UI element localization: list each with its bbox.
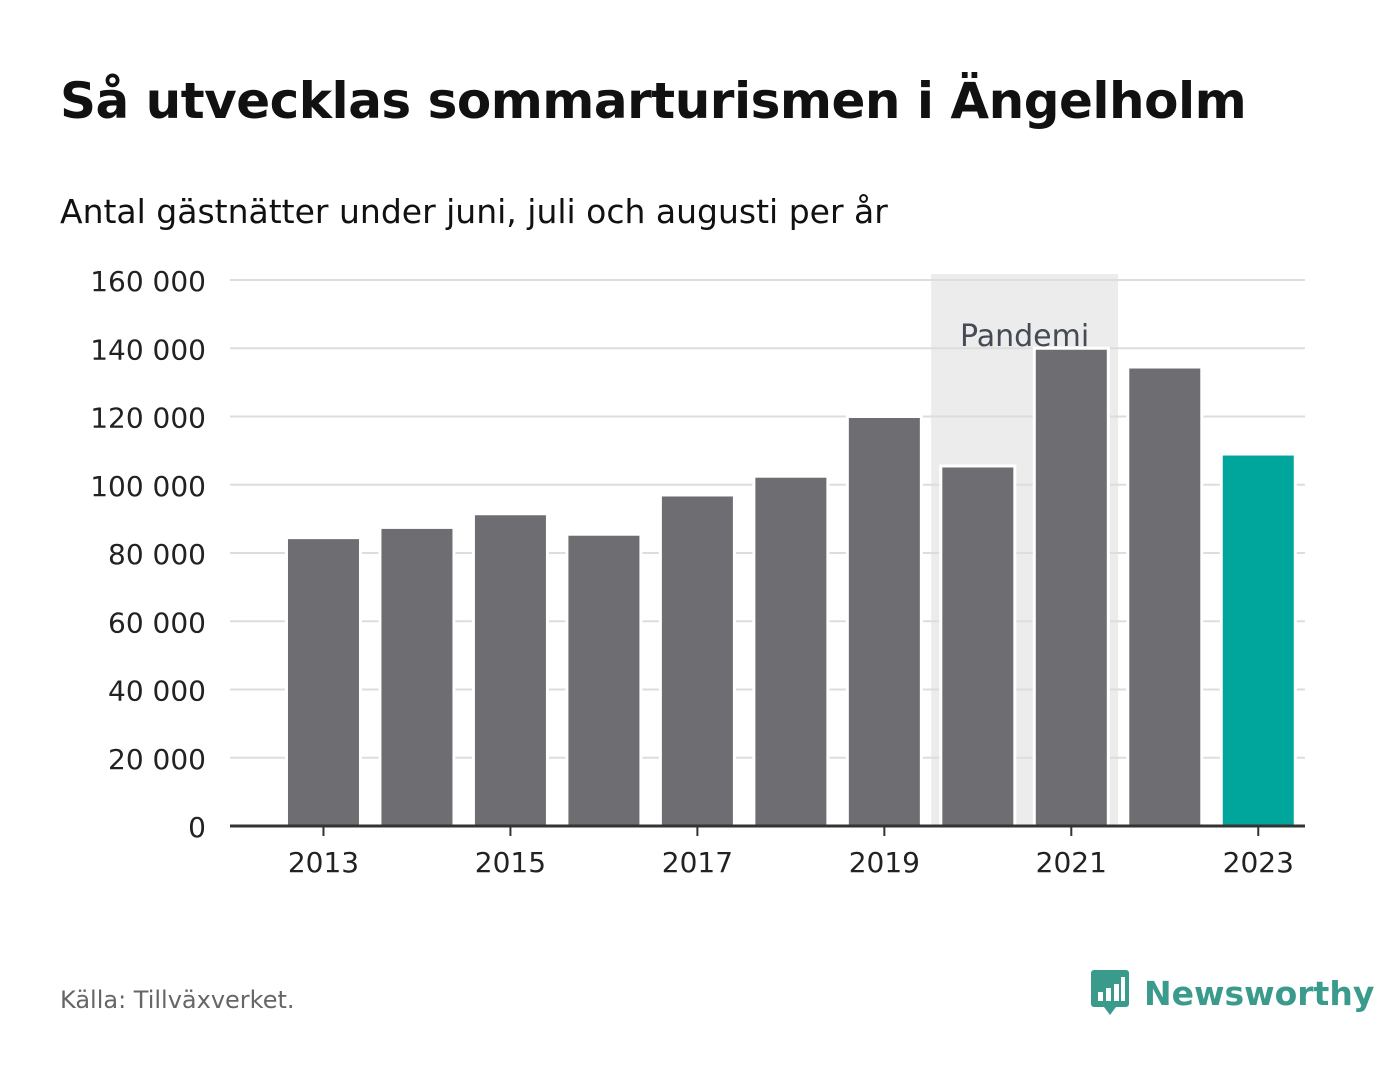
x-tick-label: 2021 [1036, 846, 1107, 879]
bar-2017 [658, 493, 736, 828]
bar-2022 [1126, 365, 1204, 828]
annotation-label: Pandemi [960, 319, 1089, 354]
x-tick-label: 2013 [288, 846, 359, 879]
y-tick-label: 40 000 [108, 675, 206, 708]
brand-logo: Newsworthy [1090, 968, 1374, 1018]
chart-title: Så utvecklas sommarturismen i Ängelholm [60, 72, 1247, 130]
x-tick-label: 2015 [475, 846, 546, 879]
y-tick-label: 60 000 [108, 606, 206, 639]
bar-2023 [1219, 452, 1297, 828]
bar-2013 [284, 536, 362, 828]
y-tick-label: 160 000 [90, 265, 206, 298]
brand-name: Newsworthy [1144, 973, 1375, 1013]
x-tick-label: 2017 [662, 846, 733, 879]
source-note: Källa: Tillväxverket. [60, 986, 295, 1014]
y-tick-label: 80 000 [108, 538, 206, 571]
x-tick-label: 2019 [849, 846, 920, 879]
y-tick-label: 0 [188, 811, 206, 844]
bar-2020 [939, 464, 1017, 828]
y-tick-label: 20 000 [108, 743, 206, 776]
bar-2019 [845, 415, 923, 828]
bar-2018 [752, 474, 830, 828]
y-tick-label: 100 000 [90, 470, 206, 503]
y-tick-label: 140 000 [90, 333, 206, 366]
x-tick-label: 2023 [1223, 846, 1294, 879]
bar-2021 [1032, 346, 1110, 828]
bar-2014 [378, 525, 456, 828]
y-tick-label: 120 000 [90, 402, 206, 435]
bar-2015 [471, 512, 549, 828]
chart-subtitle: Antal gästnätter under juni, juli och au… [60, 192, 888, 231]
newsworthy-chart-bubble-icon [1091, 970, 1129, 1015]
bar-2016 [565, 532, 643, 828]
bar-chart: Pandemi 0 20 000 40 000 60 000 80 000 100 000 1… [90, 265, 1305, 879]
